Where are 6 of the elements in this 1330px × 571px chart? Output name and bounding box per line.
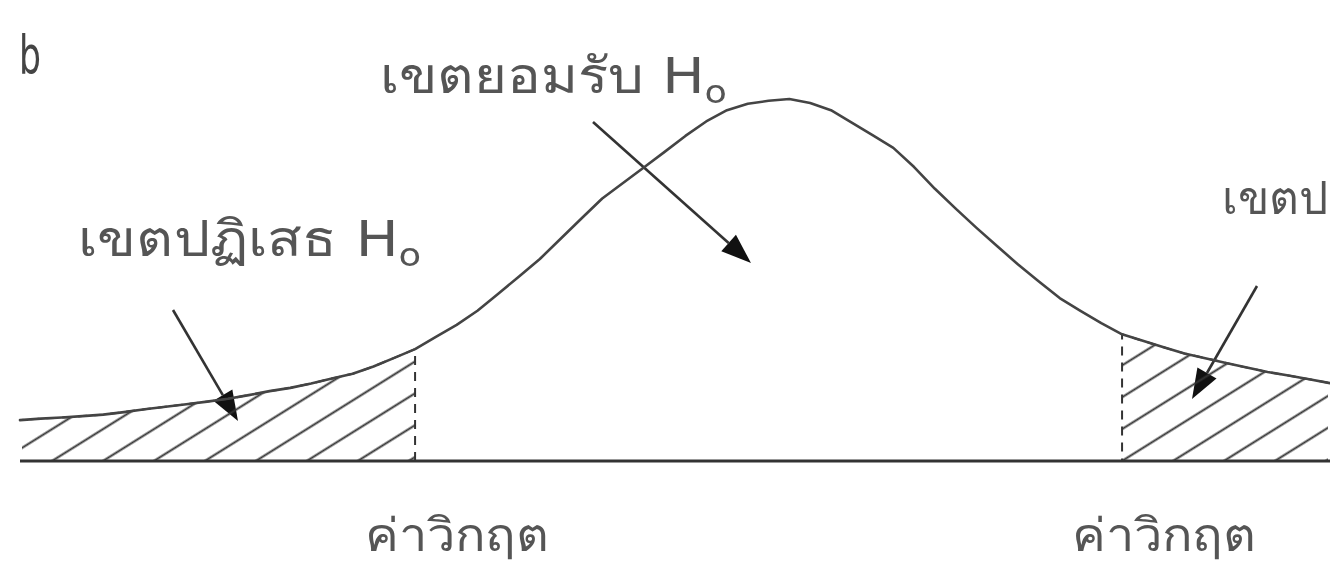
annotation: เขตป xyxy=(1222,171,1328,225)
text: b xyxy=(19,24,41,88)
annotation: เขตปฏิเสธ H$_{o}$ xyxy=(78,209,422,274)
x-tick-label: ค่าวิกฤต xyxy=(365,508,549,562)
x-tick-label: ค่าวิกฤต xyxy=(1072,508,1256,562)
annotation: เขตยอมรับ H$_{o}$ xyxy=(380,46,727,111)
